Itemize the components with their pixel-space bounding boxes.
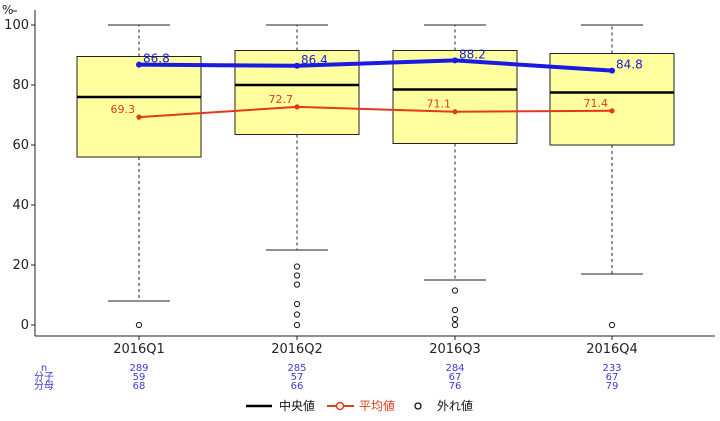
- data-label: 71.1: [427, 98, 452, 111]
- stat-row-label: n: [41, 363, 47, 374]
- outlier-point: [293, 321, 301, 329]
- iqr-box: [392, 50, 518, 144]
- legend-mean-marker: [335, 401, 345, 411]
- y-tick-label: 60: [12, 138, 29, 153]
- stat-n: 289: [129, 363, 148, 374]
- legend-outlier-label: 外れ値: [437, 398, 473, 413]
- top-series: 86.8 86.4 88.2 84.8: [136, 47, 643, 74]
- stat-denominator: 66: [291, 381, 304, 392]
- legend-outlier-marker: [414, 402, 422, 410]
- outlier-point: [293, 272, 301, 279]
- stat-denominator: 79: [606, 381, 619, 392]
- legend-mean-label: 平均値: [359, 398, 395, 413]
- stat-n: 284: [445, 363, 464, 374]
- y-tick-label: 0: [21, 318, 29, 333]
- outlier-point: [451, 287, 459, 294]
- outlier-point: [293, 300, 301, 308]
- legend: 中央値 平均値 外れ値: [246, 398, 473, 413]
- outlier-point: [293, 281, 301, 288]
- outlier-point: [293, 311, 301, 318]
- iqr-box: [76, 56, 202, 158]
- stat-row-label: 分子: [34, 371, 54, 383]
- x-tick-label: 2016Q4: [586, 342, 638, 357]
- data-label: 84.8: [616, 58, 643, 72]
- top-series-point: [294, 62, 300, 69]
- x-tick-label: 2016Q2: [271, 342, 323, 357]
- data-label: 72.7: [269, 93, 294, 106]
- mean-series-line: [138, 105, 613, 119]
- mean-series-point: [609, 108, 615, 114]
- stat-n: 233: [602, 363, 621, 374]
- stat-numerator: 59: [133, 372, 146, 383]
- data-label: 86.8: [143, 52, 170, 66]
- mean-series-point: [294, 104, 300, 110]
- outlier-point: [135, 321, 143, 329]
- x-tick-label: 2016Q1: [113, 342, 165, 357]
- stat-denominator: 76: [449, 381, 462, 392]
- outlier-point: [451, 315, 459, 323]
- mean-series-point: [136, 114, 142, 120]
- y-axis-unit: %: [2, 3, 13, 17]
- stat-row-label: 分母: [34, 380, 54, 392]
- outlier-point: [451, 321, 459, 329]
- top-series-point: [609, 67, 615, 74]
- legend-median-label: 中央値: [279, 398, 315, 413]
- stat-numerator: 67: [606, 372, 619, 383]
- stat-numerator: 57: [291, 372, 304, 383]
- y-tick-label: 100: [4, 18, 29, 33]
- data-label: 71.4: [584, 97, 609, 110]
- outlier-point: [293, 263, 301, 270]
- data-label: 86.4: [301, 53, 328, 67]
- stat-denominator: 68: [133, 381, 146, 392]
- top-series-point: [136, 61, 142, 68]
- mean-series: 69.3 72.7 71.1 71.4: [111, 93, 615, 120]
- data-label: 69.3: [111, 103, 136, 116]
- mean-series-point: [452, 109, 458, 115]
- stat-numerator: 67: [449, 372, 462, 383]
- top-series-line: [138, 58, 613, 73]
- top-series-point: [452, 57, 458, 64]
- y-tick-label: 40: [12, 198, 29, 213]
- x-tick-label: 2016Q3: [429, 342, 481, 357]
- outlier-point: [451, 306, 459, 314]
- outlier-point: [608, 321, 616, 329]
- y-tick-label: 20: [12, 258, 29, 273]
- data-label: 88.2: [459, 47, 486, 61]
- stat-n: 285: [287, 363, 306, 374]
- y-tick-label: 80: [12, 78, 29, 93]
